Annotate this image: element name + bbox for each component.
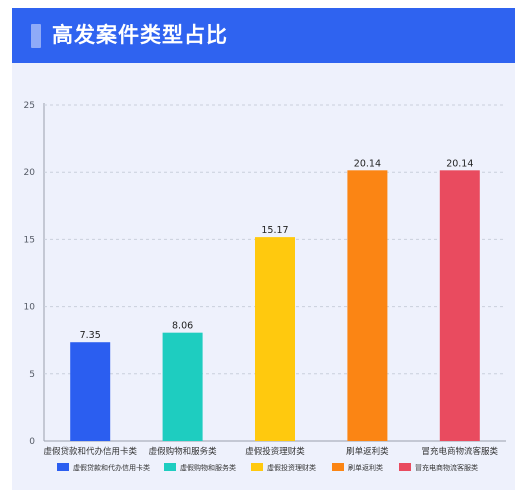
y-tick-label-2: 10: [24, 303, 36, 313]
legend-swatch-2: [251, 463, 263, 471]
x-tick-label-2: 虚假投资理财类: [245, 446, 305, 457]
bar-0: [70, 342, 111, 441]
x-tick-label-3: 刷单返利类: [346, 446, 389, 457]
value-label-2: 15.17: [261, 225, 288, 236]
legend-label-1: 虚假购物和服务类: [180, 463, 236, 472]
bar-3: [347, 170, 388, 441]
x-tick-label-4: 冒充电商物流客服类: [422, 446, 499, 457]
y-tick-label-4: 20: [24, 168, 36, 178]
title-accent-mark: [31, 24, 41, 48]
y-tick-label-1: 5: [29, 370, 35, 380]
x-tick-label-1: 虚假购物和服务类: [149, 446, 218, 457]
y-tick-label-3: 15: [24, 235, 35, 245]
legend-swatch-3: [332, 463, 344, 471]
legend-label-3: 刷单返利类: [348, 463, 383, 472]
legend-swatch-4: [399, 463, 411, 471]
bar-2: [255, 237, 295, 441]
legend-swatch-1: [164, 463, 176, 471]
value-label-4: 20.14: [446, 158, 473, 169]
x-tick-label-0: 虚假贷款和代办信用卡类: [43, 446, 137, 457]
y-tick-label-5: 25: [24, 101, 35, 111]
title-bar: 高发案件类型占比: [12, 8, 515, 63]
legend-label-0: 虚假贷款和代办信用卡类: [73, 463, 150, 472]
bar-1: [162, 332, 203, 441]
legend-swatch-0: [57, 463, 69, 471]
value-label-1: 8.06: [172, 321, 193, 332]
value-label-0: 7.35: [80, 330, 101, 341]
legend-label-2: 虚假投资理财类: [267, 463, 316, 472]
y-tick-label-0: 0: [29, 437, 35, 447]
bar-4: [439, 170, 480, 441]
value-label-3: 20.14: [354, 158, 381, 169]
chart-title: 高发案件类型占比: [52, 23, 228, 47]
legend-label-4: 冒充电商物流客服类: [415, 463, 478, 472]
